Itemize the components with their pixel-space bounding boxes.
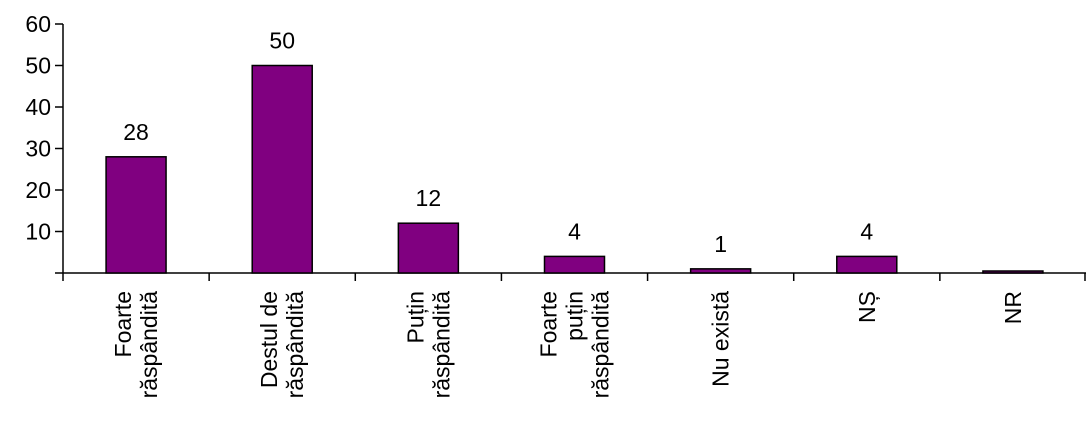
y-axis: 10 20 30 40 50 60 [25,11,64,273]
category-label-line: Foarte [110,291,136,357]
data-label: 1 [714,231,727,257]
data-label: 28 [123,119,149,145]
bars [105,64,1044,274]
y-tick-label: 50 [25,53,51,79]
data-label: 50 [269,28,295,54]
category-label: Foarterăspândită [110,291,162,399]
category-label-line: răspândită [588,291,614,399]
category-label-line: Puțin [402,291,428,343]
category-label: NR [1000,291,1026,324]
data-labels: 28 50 12 4 1 4 [123,28,873,257]
category-label-text: Foartepuținrăspândită [536,291,614,399]
bar [689,268,752,274]
bar [105,156,167,274]
category-label: Destul derăspândită [256,291,308,399]
y-tick-label: 10 [25,219,51,245]
category-label-text: NȘ [854,291,880,323]
bar [836,255,898,274]
y-tick-label: 40 [25,94,51,120]
bar [397,222,460,274]
category-label-line: Destul de [256,291,282,388]
bar [251,64,313,274]
category-label: Puținrăspândită [402,291,454,399]
category-label-line: Foarte [536,291,562,357]
y-tick-label: 60 [25,11,51,37]
data-label: 4 [860,218,873,244]
y-tick-label: 30 [25,136,51,162]
category-label-text: Destul derăspândită [256,291,308,399]
y-tick-label: 20 [25,177,51,203]
category-label-line: răspândită [136,291,162,399]
category-labels: Foarterăspândită Destul derăspândită Puțin… [110,291,1026,399]
bar [543,255,606,274]
category-label-text: Foarterăspândită [110,291,162,399]
category-label: NȘ [854,291,880,323]
category-label-text: Puținrăspândită [402,291,454,399]
category-label: Foartepuținrăspândită [536,291,614,399]
data-label: 4 [568,218,581,244]
category-label-line: răspândită [282,291,308,399]
category-label-line: răspândită [428,291,454,399]
x-axis [55,272,1086,281]
category-label: Nu există [708,291,734,387]
category-label-line: NR [1000,291,1026,324]
data-label: 12 [416,185,442,211]
category-label-text: NR [1000,291,1026,324]
category-label-text: Nu există [708,291,734,387]
bar [982,270,1044,274]
category-label-line: puțin [562,291,588,341]
category-label-line: Nu există [708,291,734,387]
category-label-line: NȘ [854,291,880,323]
